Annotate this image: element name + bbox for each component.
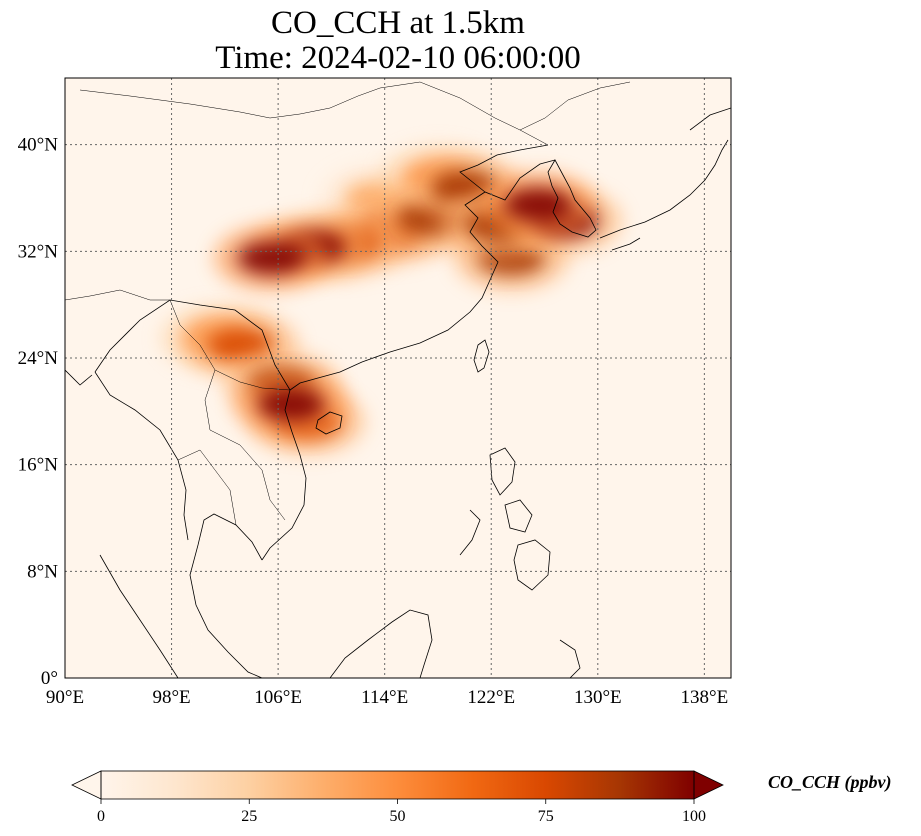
plume-core [503,187,572,222]
gridlines [65,78,731,678]
longitude-tick-label: 114°E [361,687,408,708]
colorbar-max-extend [693,770,724,800]
concentration-field [160,144,623,456]
longitude-tick-labels: 90°E 98°E 106°E 114°E 122°E 130°E 138°E [46,687,728,708]
colorbar-tick-label: 100 [682,808,706,825]
latitude-tick-label: 16°N [18,455,59,476]
colorbar-label: CO_CCH (ppbv) [768,772,892,793]
plume-core [237,241,306,275]
latitude-tick-label: 0° [41,668,58,689]
colorbar-gradient [101,771,694,799]
longitude-tick-label: 90°E [46,687,84,708]
longitude-tick-label: 122°E [467,687,515,708]
map-title: CO_CCH at 1.5km [271,5,525,41]
colorbar-tick-label: 50 [390,808,406,825]
longitude-tick-label: 106°E [254,687,302,708]
plume-core [206,327,275,362]
plume-core [257,387,326,422]
colorbar-ticks: 0 25 50 75 100 [97,799,706,825]
latitude-tick-label: 24°N [18,348,59,369]
latitude-tick-label: 8°N [27,561,58,582]
longitude-tick-label: 138°E [681,687,729,708]
map-time-subtitle: Time: 2024-02-10 06:00:00 [215,40,581,76]
latitude-tick-labels: 0° 8°N 16°N 24°N 32°N 40°N [18,135,59,689]
latitude-tick-label: 40°N [18,135,59,156]
colorbar: 0 25 50 75 100 CO_CCH (ppbv) [71,770,892,825]
longitude-tick-label: 130°E [574,687,622,708]
longitude-tick-label: 98°E [152,687,190,708]
colorbar-tick-label: 75 [538,808,554,825]
colorbar-min-extend [71,770,102,800]
map-frame [64,77,732,679]
coastlines [65,81,731,678]
colorbar-tick-label: 0 [97,808,105,825]
latitude-tick-label: 32°N [18,241,59,262]
colorbar-tick-label: 25 [241,808,257,825]
